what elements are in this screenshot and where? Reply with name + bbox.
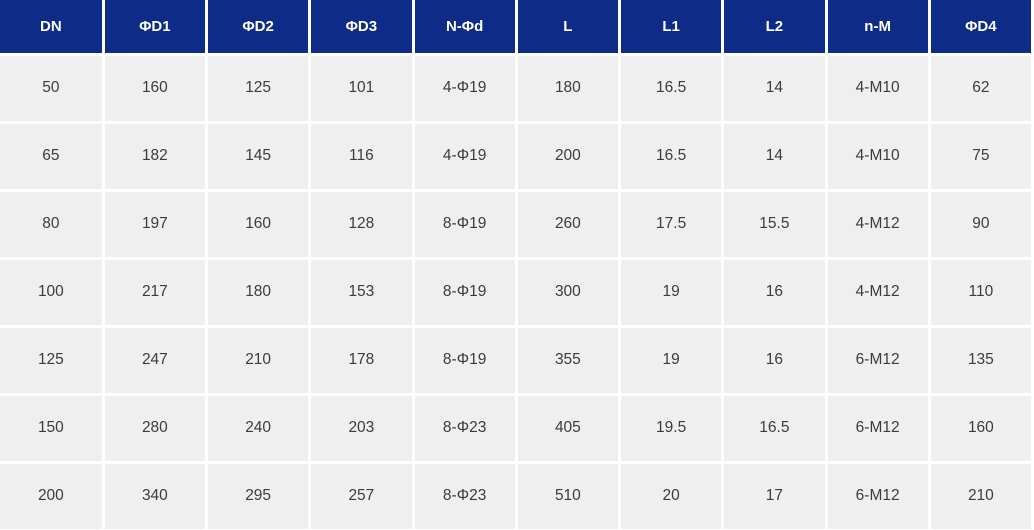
header-row: DN ΦD1 ΦD2 ΦD3 N-Φd L L1 L2 n-M ΦD4 bbox=[0, 0, 1034, 56]
column-header: ΦD4 bbox=[929, 0, 1034, 56]
table-cell: 6-M12 bbox=[826, 394, 931, 464]
table-cell: 200 bbox=[0, 462, 105, 530]
column-header: DN bbox=[0, 0, 105, 56]
table-cell: 116 bbox=[309, 122, 415, 192]
table-cell: 16 bbox=[722, 326, 828, 396]
table-cell: 182 bbox=[103, 122, 209, 192]
table-cell: 62 bbox=[929, 54, 1034, 124]
table-cell: 8-Φ19 bbox=[413, 326, 518, 396]
table-cell: 19 bbox=[619, 326, 725, 396]
table-cell: 510 bbox=[516, 462, 622, 530]
table-cell: 300 bbox=[516, 258, 622, 328]
table-row: 150 280 240 203 8-Φ23 405 19.5 16.5 6-M12 160 bbox=[0, 394, 1034, 464]
table-row: 125 247 210 178 8-Φ19 355 19 16 6-M12 135 bbox=[0, 326, 1034, 396]
column-header: ΦD1 bbox=[103, 0, 209, 56]
table-cell: 197 bbox=[103, 190, 209, 260]
table-row: 100 217 180 153 8-Φ19 300 19 16 4-M12 110 bbox=[0, 258, 1034, 328]
table-cell: 80 bbox=[0, 190, 105, 260]
table-cell: 260 bbox=[516, 190, 622, 260]
table-cell: 101 bbox=[309, 54, 415, 124]
table-cell: 16.5 bbox=[722, 394, 828, 464]
table-cell: 178 bbox=[309, 326, 415, 396]
table-cell: 128 bbox=[309, 190, 415, 260]
table-cell: 160 bbox=[929, 394, 1034, 464]
table-row: 80 197 160 128 8-Φ19 260 17.5 15.5 4-M12 90 bbox=[0, 190, 1034, 260]
table-cell: 4-M10 bbox=[826, 122, 931, 192]
table-cell: 16.5 bbox=[619, 122, 725, 192]
table-cell: 257 bbox=[309, 462, 415, 530]
table-cell: 110 bbox=[929, 258, 1034, 328]
table-cell: 125 bbox=[0, 326, 105, 396]
table-cell: 210 bbox=[206, 326, 312, 396]
table-cell: 135 bbox=[929, 326, 1034, 396]
table-cell: 4-Φ19 bbox=[413, 122, 518, 192]
table-cell: 20 bbox=[619, 462, 725, 530]
table-cell: 14 bbox=[722, 122, 828, 192]
table-cell: 19 bbox=[619, 258, 725, 328]
table-cell: 125 bbox=[206, 54, 312, 124]
column-header: ΦD2 bbox=[206, 0, 312, 56]
column-header: L1 bbox=[619, 0, 725, 56]
table-cell: 6-M12 bbox=[826, 462, 931, 530]
table-cell: 8-Φ23 bbox=[413, 394, 518, 464]
table-cell: 8-Φ23 bbox=[413, 462, 518, 530]
table-cell: 16 bbox=[722, 258, 828, 328]
table-cell: 247 bbox=[103, 326, 209, 396]
table-row: 200 340 295 257 8-Φ23 510 20 17 6-M12 210 bbox=[0, 462, 1034, 530]
table-cell: 180 bbox=[516, 54, 622, 124]
table-cell: 6-M12 bbox=[826, 326, 931, 396]
column-header: L bbox=[516, 0, 622, 56]
table-cell: 4-Φ19 bbox=[413, 54, 518, 124]
column-header: N-Φd bbox=[413, 0, 518, 56]
column-header: n-M bbox=[826, 0, 931, 56]
table-cell: 150 bbox=[0, 394, 105, 464]
table-cell: 100 bbox=[0, 258, 105, 328]
table-cell: 4-M10 bbox=[826, 54, 931, 124]
table-cell: 180 bbox=[206, 258, 312, 328]
table-cell: 17.5 bbox=[619, 190, 725, 260]
table-cell: 280 bbox=[103, 394, 209, 464]
column-header: ΦD3 bbox=[309, 0, 415, 56]
table-row: 50 160 125 101 4-Φ19 180 16.5 14 4-M10 62 bbox=[0, 54, 1034, 124]
spec-table-header: DN ΦD1 ΦD2 ΦD3 N-Φd L L1 L2 n-M ΦD4 bbox=[0, 0, 1034, 56]
table-cell: 15.5 bbox=[722, 190, 828, 260]
table-cell: 75 bbox=[929, 122, 1034, 192]
table-cell: 4-M12 bbox=[826, 258, 931, 328]
table-cell: 200 bbox=[516, 122, 622, 192]
table-cell: 210 bbox=[929, 462, 1034, 530]
table-cell: 17 bbox=[722, 462, 828, 530]
table-cell: 240 bbox=[206, 394, 312, 464]
table-cell: 160 bbox=[103, 54, 209, 124]
table-row: 65 182 145 116 4-Φ19 200 16.5 14 4-M10 75 bbox=[0, 122, 1034, 192]
table-cell: 16.5 bbox=[619, 54, 725, 124]
table-cell: 153 bbox=[309, 258, 415, 328]
spec-table-body: 50 160 125 101 4-Φ19 180 16.5 14 4-M10 62 65 182 145… bbox=[0, 54, 1034, 530]
table-cell: 405 bbox=[516, 394, 622, 464]
table-cell: 4-M12 bbox=[826, 190, 931, 260]
table-cell: 160 bbox=[206, 190, 312, 260]
table-cell: 90 bbox=[929, 190, 1034, 260]
table-cell: 65 bbox=[0, 122, 105, 192]
table-cell: 50 bbox=[0, 54, 105, 124]
table-cell: 8-Φ19 bbox=[413, 258, 518, 328]
table-cell: 340 bbox=[103, 462, 209, 530]
table-cell: 295 bbox=[206, 462, 312, 530]
column-header: L2 bbox=[722, 0, 828, 56]
table-cell: 145 bbox=[206, 122, 312, 192]
table-cell: 203 bbox=[309, 394, 415, 464]
table-cell: 14 bbox=[722, 54, 828, 124]
table-cell: 19.5 bbox=[619, 394, 725, 464]
table-cell: 355 bbox=[516, 326, 622, 396]
table-cell: 217 bbox=[103, 258, 209, 328]
table-cell: 8-Φ19 bbox=[413, 190, 518, 260]
